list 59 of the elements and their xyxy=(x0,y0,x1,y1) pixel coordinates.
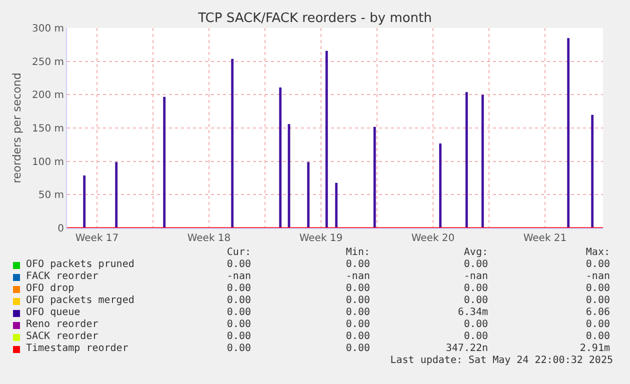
text: 0.00 xyxy=(586,259,610,271)
text: Max: xyxy=(586,247,610,259)
text: 0.00 xyxy=(226,343,251,355)
text: 0.00 xyxy=(464,331,488,343)
text: -nan xyxy=(464,271,488,283)
y-tick-label: 300 m xyxy=(32,24,64,34)
text: 0.00 xyxy=(226,319,251,331)
text: 0.00 xyxy=(226,331,251,343)
text: 0.00 xyxy=(346,307,370,319)
text: 0.00 xyxy=(346,283,370,295)
legend-label: OFO drop xyxy=(26,283,74,295)
text: 0.00 xyxy=(464,319,488,331)
x-tick-label: Week 19 xyxy=(299,233,343,244)
text: 0.00 xyxy=(586,319,610,331)
y-tick-label: 150 m xyxy=(32,124,64,134)
text: -nan xyxy=(586,271,610,283)
text: Min: xyxy=(346,247,370,259)
text: Cur: xyxy=(226,247,251,259)
text: 0.00 xyxy=(346,295,370,307)
legend-label: OFO packets pruned xyxy=(26,259,134,271)
legend-label: Reno reorder xyxy=(26,319,98,331)
y-tick-label: 100 m xyxy=(32,156,64,168)
chart-title: TCP SACK/FACK reorders - by month xyxy=(197,10,432,26)
text: -nan xyxy=(226,271,251,283)
text: 0.00 xyxy=(346,319,370,331)
text: 0.00 xyxy=(346,259,370,271)
text: 0.00 xyxy=(346,343,370,355)
x-tick-label: Week 18 xyxy=(187,233,231,244)
y-tick-label: 250 m xyxy=(32,56,64,68)
legend-label: OFO packets merged xyxy=(26,295,134,307)
text: 0.00 xyxy=(226,307,251,319)
y-tick-label: 0 xyxy=(58,224,64,234)
y-tick-label: 50 m xyxy=(38,190,64,202)
text: 0.00 xyxy=(464,259,488,271)
text: 347.22n xyxy=(446,343,488,355)
text: 6.34m xyxy=(458,307,488,319)
text: 6.06 xyxy=(586,307,610,319)
x-tick-label: Week 17 xyxy=(75,233,119,244)
text: 0.00 xyxy=(226,259,251,271)
text: 0.00 xyxy=(586,283,610,295)
legend-label: SACK reorder xyxy=(26,331,98,343)
text: Last update: Sat May 24 22:00:32 2025 xyxy=(390,355,613,367)
text: -nan xyxy=(346,271,370,283)
y-axis-title: reorders per second xyxy=(10,72,24,184)
x-tick-label: Week 21 xyxy=(523,233,567,244)
legend-label: OFO queue xyxy=(26,307,80,319)
text: 0.00 xyxy=(586,295,610,307)
text: 0.00 xyxy=(226,295,251,307)
text: 0.00 xyxy=(586,331,610,343)
text: 2.91m xyxy=(580,343,610,355)
text: Avg: xyxy=(464,247,488,259)
legend-label: Timestamp reorder xyxy=(26,343,128,355)
x-tick-label: Week 20 xyxy=(411,233,455,244)
text: 0.00 xyxy=(464,295,488,307)
text: 0.00 xyxy=(464,283,488,295)
y-tick-label: 200 m xyxy=(32,90,64,102)
text: 0.00 xyxy=(346,331,370,343)
legend-label: FACK reorder xyxy=(26,271,98,283)
text: 0.00 xyxy=(226,283,251,295)
